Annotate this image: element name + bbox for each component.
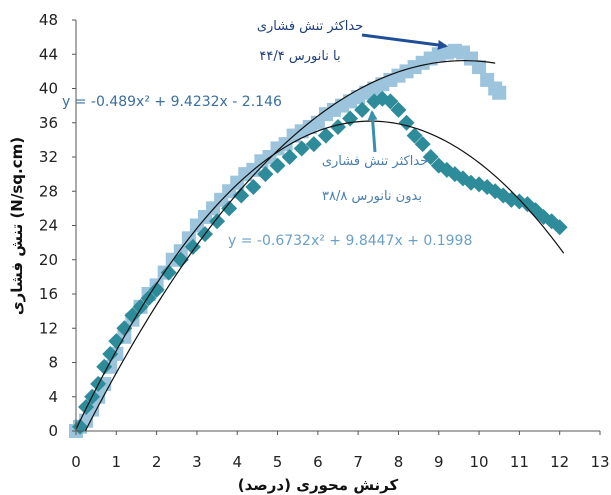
annotation-1-line-1: حداکثر تنش فشاری [257, 19, 363, 34]
data-point [305, 136, 322, 153]
data-point [184, 238, 201, 255]
data-point [293, 140, 310, 157]
data-point [422, 149, 439, 165]
data-point [330, 119, 346, 136]
data-point [382, 93, 399, 110]
data-point [269, 157, 286, 174]
y-tick-label: 36 [39, 114, 58, 132]
trendline-equation-2: y = -0.6732x² + 9.8447x + 0.1998 [228, 233, 472, 249]
x-tick-label: 3 [192, 453, 202, 471]
annotation-1-line-2: با نانورس ۴۴/۴ [259, 49, 340, 64]
x-tick-label: 6 [313, 453, 323, 471]
y-tick-label: 4 [48, 388, 58, 406]
data-point [209, 213, 226, 230]
trendline-2 [75, 120, 565, 430]
data-point [472, 60, 487, 75]
data-point [221, 200, 238, 217]
x-tick-label: 0 [71, 453, 81, 471]
plot-area [69, 43, 568, 438]
data-point [108, 333, 125, 350]
data-point [96, 358, 113, 375]
data-point [398, 114, 415, 131]
x-tick-label: 10 [470, 453, 489, 471]
annotation-2-arrow [367, 110, 378, 153]
y-tick-label: 8 [48, 354, 58, 372]
data-point [317, 127, 334, 144]
y-tick-label: 32 [39, 148, 58, 166]
y-axis-title: تنش فشاری (N/sq.cm) [8, 137, 26, 315]
y-tick-label: 0 [48, 422, 58, 440]
x-tick-label: 12 [550, 453, 569, 471]
data-point [281, 149, 298, 165]
data-point [414, 136, 431, 153]
y-tick-label: 48 [39, 11, 58, 29]
axes [75, 20, 600, 432]
x-tick-label: 9 [434, 453, 444, 471]
data-point [390, 101, 407, 118]
annotation-2-line-1: حداکثر تنش فشاری [322, 154, 428, 169]
data-point [116, 320, 133, 337]
data-point [102, 345, 119, 362]
x-tick-label: 11 [510, 453, 529, 471]
data-point [148, 281, 165, 298]
data-point [551, 219, 568, 236]
x-tick-label: 5 [273, 453, 283, 471]
x-tick-label: 7 [353, 453, 363, 471]
y-tick-label: 28 [39, 182, 58, 200]
series-2-points [72, 90, 568, 435]
data-point [257, 166, 274, 183]
data-point [245, 178, 262, 195]
x-tick-label: 13 [590, 453, 609, 471]
x-tick-label: 2 [152, 453, 162, 471]
y-tick-label: 40 [39, 80, 58, 98]
trendline-equation-1: y = -0.489x² + 9.4232x - 2.146 [62, 94, 282, 110]
data-point [172, 251, 189, 268]
y-tick-label: 20 [39, 251, 58, 269]
y-tick-label: 44 [39, 45, 58, 63]
data-point [406, 127, 423, 144]
trendline-1 [84, 60, 496, 432]
annotation-2-line-2: بدون نانورس ۳۸/۸ [322, 189, 422, 204]
data-point [124, 307, 141, 324]
data-point [492, 85, 507, 100]
x-tick-label: 4 [232, 453, 242, 471]
x-axis-title: کرنش محوری (درصد) [238, 476, 399, 494]
data-point [78, 399, 95, 416]
data-point [354, 101, 371, 118]
x-tick-label: 8 [394, 453, 404, 471]
annotation-1-arrow [361, 33, 448, 50]
y-tick-label: 16 [39, 285, 58, 303]
ticks: 0 1 2 3 4 5 6 7 8 9 10 11 12 130481216202428323640444… [39, 11, 610, 471]
y-tick-label: 12 [39, 319, 58, 337]
data-point [160, 264, 177, 281]
x-tick-label: 1 [112, 453, 122, 471]
data-point [233, 187, 250, 204]
y-tick-label: 24 [39, 217, 58, 235]
